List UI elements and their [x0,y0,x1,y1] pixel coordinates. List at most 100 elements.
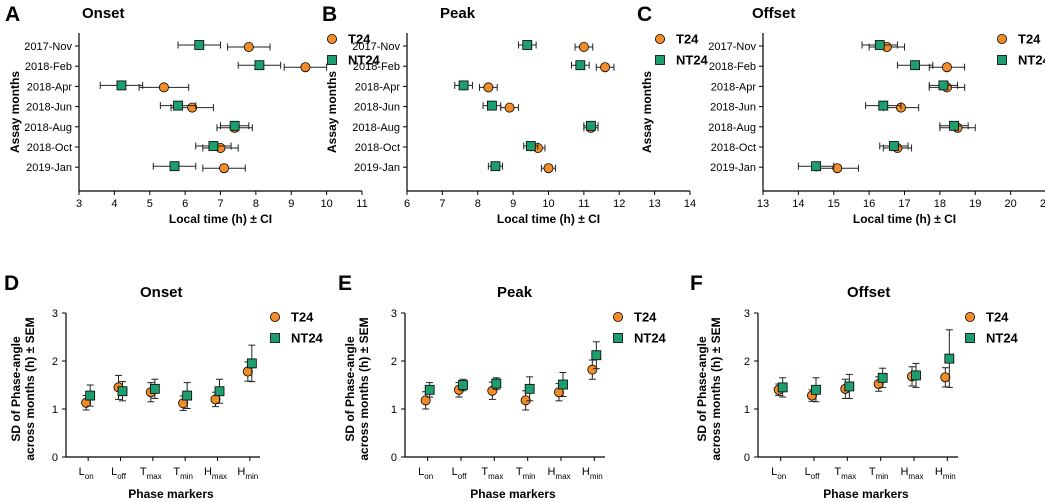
point-nt24 [486,100,497,111]
x-tick-label: 14 [792,198,804,210]
x-category-label: Tmin [869,466,889,481]
point-nt24 [575,60,586,71]
y-tick-label: 0 [52,452,58,464]
point-t24 [158,82,169,93]
point-t24 [578,42,589,53]
y-category-label: 2018-Oct [711,142,756,154]
point-nt24 [888,141,899,151]
panel-title: Offset [847,284,890,301]
point-nt24 [424,384,435,395]
x-category-label: Tmax [140,466,162,481]
y-tick-label: 2 [52,356,58,368]
point-nt24 [458,80,469,91]
point-nt24 [586,120,596,131]
x-tick-label: 8 [475,198,481,210]
x-tick-label: 7 [439,198,445,210]
point-t24 [210,394,221,405]
panel-letter: C [637,3,652,26]
panel-title: Onset [82,5,125,22]
point-t24 [504,102,515,113]
y-tick-label: 0 [391,452,397,464]
y-category-label: 2018-Oct [355,142,400,154]
point-nt24 [208,141,219,151]
x-tick-label: 11 [578,198,589,210]
point-nt24 [116,80,127,91]
x-category-label: Hmax [547,466,570,481]
legend-label-nt24: NT24 [291,331,324,346]
x-category-label: Tmax [481,466,503,481]
x-tick-label: 17 [898,198,910,210]
x-category-label: Hmax [900,466,923,481]
y-category-label: 2019-Jan [26,162,72,174]
x-tick-label: 15 [828,198,840,210]
point-nt24 [811,161,821,172]
legend-marker-t24 [269,311,280,322]
legend-label-nt24: NT24 [348,53,381,68]
y-category-label: 2017-Nov [352,41,400,53]
x-category-label: Loff [452,466,468,481]
point-nt24 [254,60,265,71]
y-category-label: 2018-Feb [353,61,400,73]
x-axis-label: Phase markers [823,487,909,501]
x-category-label: Tmax [834,466,856,481]
panel-letter: A [5,3,20,26]
panel-title: Offset [752,5,795,22]
x-axis-label: Local time (h) ± CI [853,212,956,226]
point-nt24 [938,80,949,91]
point-nt24 [777,382,788,393]
y-tick-label: 3 [52,308,58,320]
point-t24 [219,163,230,174]
point-t24 [243,42,254,53]
point-nt24 [229,120,240,131]
x-tick-label: 6 [404,198,410,210]
x-tick-label: 10 [542,198,554,210]
x-category-label: Lon [771,466,786,481]
y-tick-label: 1 [391,404,397,416]
x-axis-label: Phase markers [128,487,214,501]
legend-label-t24: T24 [676,32,699,47]
y-category-label: 2018-Apr [27,81,73,93]
x-category-label: Tmin [173,466,193,481]
y-axis-label: SD of Phase-angleacross months (h) ± SEM [9,317,37,460]
point-nt24 [194,40,205,50]
legend-marker-t24 [997,34,1008,45]
point-nt24 [949,120,959,131]
panel-E: E Peak 0 1 2 3 Lon Loff Tmax Tmin Hmax Hmin Phase ma… [338,272,667,501]
x-tick-label: 14 [684,198,696,210]
legend-label-t24: T24 [634,310,657,325]
y-category-label: 2017-Nov [24,41,72,53]
y-tick-label: 0 [744,452,750,464]
x-category-label: Loff [111,466,127,481]
y-tick-label: 1 [52,404,58,416]
point-nt24 [522,40,533,50]
y-axis-label: Assay months [640,71,654,153]
y-category-label: 2018-Apr [355,81,401,93]
point-nt24 [85,390,96,401]
point-t24 [600,62,611,73]
point-t24 [832,163,843,174]
x-tick-label: 8 [253,198,259,210]
panel-letter: E [338,272,352,295]
x-category-label: Tmin [516,466,536,481]
panel-A: A Onset 3 4 5 6 7 8 9 10 11 2017-Nov 2018-Feb 2018-Ap… [5,3,381,226]
x-tick-label: 10 [321,198,333,210]
x-tick-label: 21 [1040,198,1045,210]
panel-letter: B [322,3,337,26]
panel-F: F Offset 0 1 2 3 Lon Loff Tmax Tmin Hmax Hmin Phase … [690,272,1019,501]
point-nt24 [149,383,160,394]
point-nt24 [878,100,889,111]
legend-label-t24: T24 [986,310,1009,325]
point-nt24 [558,379,568,390]
point-nt24 [490,161,501,172]
panel-letter: D [4,272,19,295]
legend-label-nt24: NT24 [676,53,709,68]
point-t24 [543,163,554,174]
legend-marker-nt24 [613,333,623,343]
point-nt24 [877,372,888,383]
y-axis-label: Assay months [325,71,339,153]
point-nt24 [911,370,921,381]
point-nt24 [214,386,225,397]
panel-title: Peak [497,284,533,301]
point-nt24 [524,383,535,394]
